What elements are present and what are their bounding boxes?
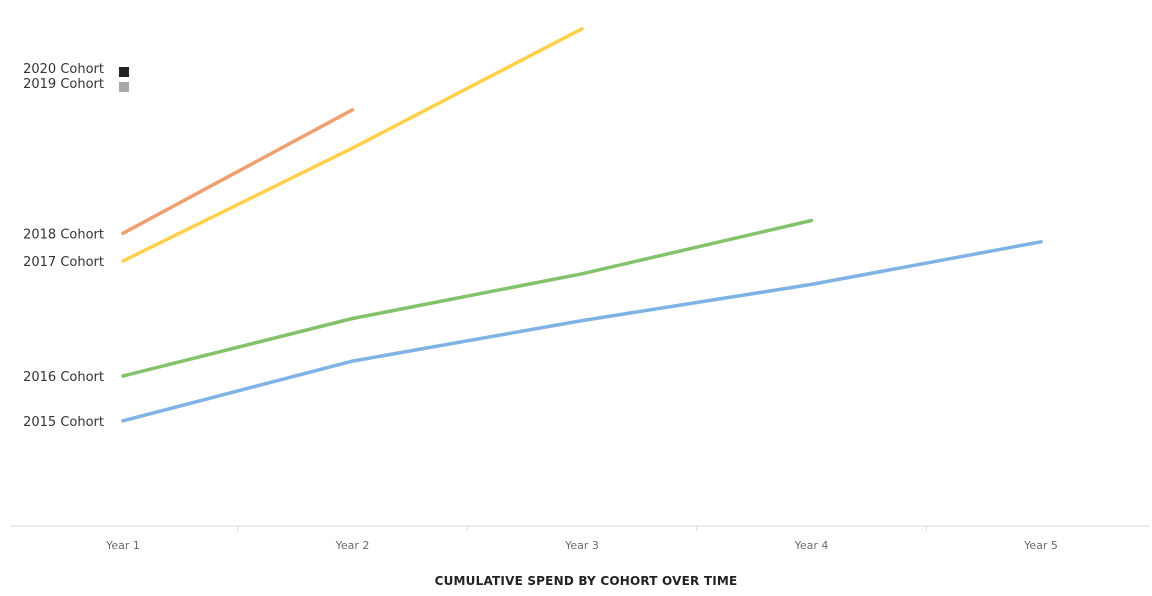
- series-line: [121, 240, 1043, 423]
- legend-label: 2019 Cohort: [23, 77, 104, 92]
- series-label: 2017 Cohort: [23, 255, 104, 270]
- legend-label: 2020 Cohort: [23, 62, 104, 77]
- x-tick-label: Year 1: [105, 539, 140, 552]
- x-axis-title: CUMULATIVE SPEND BY COHORT OVER TIME: [435, 574, 738, 588]
- series-label: 2018 Cohort: [23, 227, 104, 242]
- series-line: [121, 27, 584, 263]
- x-tick-label: Year 2: [335, 539, 370, 552]
- series-line: [121, 218, 814, 378]
- legend-swatch: [119, 82, 129, 92]
- legend-swatch: [119, 67, 129, 77]
- x-tick-label: Year 3: [564, 539, 599, 552]
- series-label: 2016 Cohort: [23, 370, 104, 385]
- x-tick-label: Year 4: [794, 539, 829, 552]
- x-tick-label: Year 5: [1023, 539, 1058, 552]
- series-label: 2015 Cohort: [23, 415, 104, 430]
- series-line: [121, 108, 355, 236]
